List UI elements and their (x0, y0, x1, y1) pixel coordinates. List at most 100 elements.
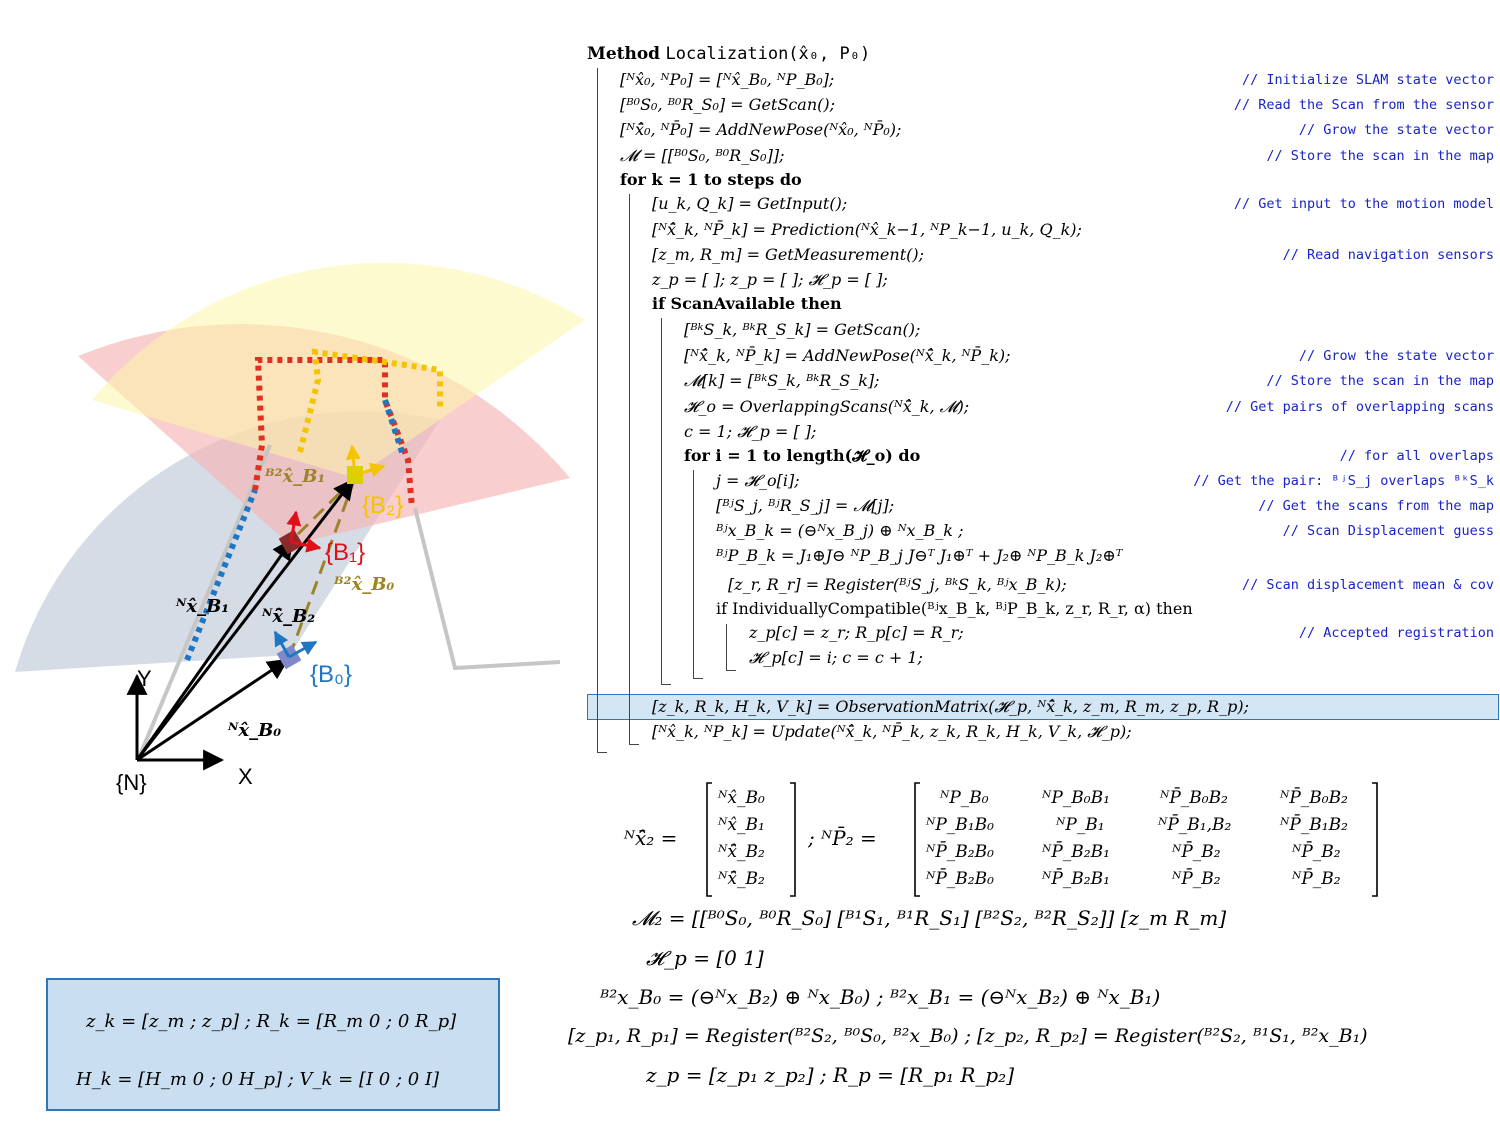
wall-lines (138, 444, 272, 756)
cov-cell: ᴺP̄_B₂B₁ (1042, 869, 1110, 889)
cov-lhs: ; ᴺP̄₂ = (808, 826, 877, 850)
map-equation: 𝓜₂ = [[ᴮ⁰S₀, ᴮ⁰R_S₀] [ᴮ¹S₁, ᴮ¹R_S₁] [ᴮ²S… (632, 906, 1227, 930)
hp-equation: 𝓗_p = [0 1] (646, 946, 764, 970)
vec-n-b1-label: ᴺx̂_B₁ (175, 596, 229, 617)
frame-n-label: {N} (116, 770, 147, 795)
alg-line: z_p[c] = z_r; R_p[c] = R_r; (749, 623, 964, 642)
alg-line: [u_k, Q_k] = GetInput(); (652, 194, 848, 213)
alg-line: 𝓜[k] = [ᴮᵏS_k, ᴮᵏR_S_k]; (684, 371, 880, 390)
wall-right (413, 507, 561, 671)
disp-b2-b0-label: ᴮ²x̂_B₀ (333, 574, 394, 595)
state-vector-entry: ᴺx̂_B₀ (718, 788, 765, 808)
state-vector-entry: ᴺx̂̄_B₂ (718, 869, 765, 889)
block-bar-if-compat (726, 624, 727, 670)
cov-cell: ᴺP_B₀B₁ (1042, 788, 1110, 808)
alg-line: [ᴺx̂₀, ᴺP₀] = [ᴺx̂_B₀, ᴺP_B₀]; (620, 70, 835, 89)
frame-b2-label: {B₂} (362, 492, 403, 519)
alg-comment: // Grow the state vector (1298, 122, 1494, 138)
cov-cell: ᴺP̄_B₂ (1172, 869, 1221, 889)
alg-line: 𝓗_p[c] = i; c = c + 1; (749, 648, 923, 667)
alg-line: [z_k, R_k, H_k, V_k] = ObservationMatrix… (652, 697, 1249, 716)
observation-model-box (46, 978, 500, 1111)
cov-cell: ᴺP_B₀ (940, 788, 989, 808)
method-name: Localization(x̂₀, P₀) (665, 44, 871, 64)
alg-comment: // Initialize SLAM state vector (1242, 72, 1494, 88)
state-lhs: ᴺx̂̄₂ = (624, 826, 678, 850)
path-red (252, 357, 415, 509)
cov-cell: ᴺP_B₁ (1056, 815, 1105, 835)
alg-line: z_p = [ ]; z_p = [ ]; 𝓗_p = [ ]; (652, 270, 888, 289)
alg-comment: // Get input to the motion model (1233, 196, 1494, 212)
alg-comment: // Grow the state vector (1298, 348, 1494, 364)
displacement-equations: ᴮ²x_B₀ = (⊖ᴺx_B₂) ⊕ ᴺx_B₀) ; ᴮ²x_B₁ = (⊖… (600, 985, 1161, 1009)
vec-n-b0 (136, 658, 289, 762)
block-bar-for-i (693, 470, 694, 678)
path-blue (184, 488, 258, 662)
alg-line: j = 𝓗_o[i]; (716, 471, 800, 490)
state-vector-entry: ᴺx̂̄_B₂ (718, 842, 765, 862)
method-keyword: Method (587, 44, 661, 64)
frame-b0-label: {B₀} (310, 661, 352, 688)
alg-line: for i = 1 to length(𝓗_o) do (684, 446, 921, 465)
vec-n-b2-label: ᴺx̂̄_B₂ (261, 606, 315, 627)
path-yellow (297, 348, 443, 453)
cov-cell: ᴺP̄_B₁,B₂ (1158, 815, 1232, 835)
frame-b2-icon (345, 444, 386, 484)
cov-cell: ᴺP̄_B₁B₂ (1280, 815, 1348, 835)
alg-line: [ᴺx̂_k, ᴺP_k] = Update(ᴺx̂̄_k, ᴺP̄_k, z_… (652, 722, 1132, 741)
alg-comment: // Scan Displacement guess (1282, 523, 1494, 539)
axis-y-label: Y (137, 666, 152, 691)
alg-comment: // Accepted registration (1298, 625, 1494, 641)
alg-line: [ᴮ⁰S₀, ᴮ⁰R_S₀] = GetScan(); (620, 95, 835, 114)
block-tick-if-compat (726, 670, 736, 671)
alg-line: if ScanAvailable then (652, 294, 842, 313)
vec-n-b2 (135, 478, 355, 761)
zp-rp-equation: z_p = [z_p₁ z_p₂] ; R_p = [R_p₁ R_p₂] (646, 1063, 1014, 1087)
cov-cell: ᴺP̄_B₀B₂ (1280, 788, 1348, 808)
alg-line: [z_m, R_m] = GetMeasurement(); (652, 245, 925, 264)
alg-line: c = 1; 𝓗_p = [ ]; (684, 422, 817, 441)
alg-line: ᴮʲx_B_k = (⊖ᴺx_B_j) ⊕ ᴺx_B_k ; (716, 521, 964, 540)
alg-comment: // Read the Scan from the sensor (1233, 97, 1494, 113)
alg-comment: // Scan displacement mean & cov (1242, 577, 1494, 593)
state-vector-brackets (706, 782, 796, 897)
cov-cell: ᴺP̄_B₂B₀ (926, 842, 994, 862)
alg-line: [ᴮᵏS_k, ᴮᵏR_S_k] = GetScan(); (684, 320, 921, 339)
frame-b1-icon (278, 510, 322, 555)
algorithm-header: Method Localization(x̂₀, P₀) (587, 44, 870, 64)
alg-line: for k = 1 to steps do (620, 170, 802, 189)
alg-line: [ᴺx̂̄_k, ᴺP̄_k] = AddNewPose(ᴺx̂̄_k, ᴺP̄… (684, 346, 1011, 365)
alg-comment: // Get the pair: ᴮʲS_j overlaps ᴮᵏS_k (1193, 473, 1494, 489)
block-bar-for-k (629, 194, 630, 744)
state-vector-entry: ᴺx̂_B₁ (718, 815, 765, 835)
block-tick-if-scan (661, 684, 671, 685)
cov-cell: ᴺP̄_B₂ (1292, 842, 1341, 862)
cov-cell: ᴺP_B₁B₀ (926, 815, 994, 835)
cov-cell: ᴺP̄_B₂B₀ (926, 869, 994, 889)
alg-comment: // Get the scans from the map (1258, 498, 1494, 514)
disp-b2-b1 (290, 476, 357, 542)
block-bar-method (597, 68, 598, 752)
alg-comment: // Store the scan in the map (1266, 148, 1494, 164)
observation-line-highlight (587, 694, 1499, 720)
alg-comment: // Get pairs of overlapping scans (1225, 399, 1494, 415)
cov-cell: ᴺP̄_B₂B₁ (1042, 842, 1110, 862)
alg-line: 𝓗_o = OverlappingScans(ᴺx̂̄_k, 𝓜); (684, 397, 970, 416)
block-tick-for-k (629, 744, 639, 745)
alg-comment: // for all overlaps (1339, 448, 1494, 464)
cov-cell: ᴺP̄_B₂ (1292, 869, 1341, 889)
alg-comment: // Read navigation sensors (1282, 247, 1494, 263)
block-tick-method (597, 752, 607, 753)
alg-line: [ᴺx̂̄_k, ᴺP̄_k] = Prediction(ᴺx̂_k−1, ᴺP… (652, 220, 1082, 239)
alg-line: 𝓜 = [[ᴮ⁰S₀, ᴮ⁰R_S₀]]; (620, 146, 785, 165)
alg-comment: // Store the scan in the map (1266, 373, 1494, 389)
cov-cell: ᴺP̄_B₂ (1172, 842, 1221, 862)
block-tick-for-i (693, 678, 703, 679)
vec-n-b0-label: ᴺx̂_B₀ (227, 720, 281, 741)
alg-line: [z_r, R_r] = Register(ᴮʲS_j, ᴮᵏS_k, ᴮʲx_… (728, 575, 1067, 594)
alg-line: if IndividuallyCompatible(ᴮʲx_B_k, ᴮʲP_B… (716, 599, 1193, 618)
disp-b2-b1-label: ᴮ²x̂_B₁ (264, 466, 325, 487)
disp-b2-b0 (288, 477, 357, 656)
alg-line: ᴮʲP_B_k = J₁⊕J⊖ ᴺP_B_j J⊖ᵀ J₁⊕ᵀ + J₂⊕ ᴺP… (716, 546, 1123, 565)
